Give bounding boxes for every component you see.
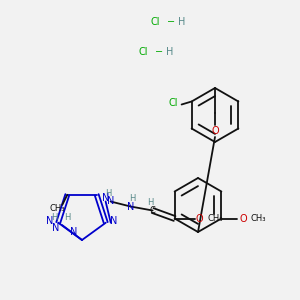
Text: N: N bbox=[70, 227, 78, 237]
Text: N: N bbox=[110, 216, 118, 226]
Text: CH₃: CH₃ bbox=[250, 214, 266, 223]
Text: H: H bbox=[147, 198, 154, 207]
Text: N: N bbox=[52, 223, 60, 233]
Text: H: H bbox=[105, 189, 112, 198]
Text: H: H bbox=[64, 212, 70, 221]
Text: H: H bbox=[129, 194, 136, 203]
Text: N: N bbox=[127, 202, 134, 212]
Text: O: O bbox=[240, 214, 247, 224]
Text: C: C bbox=[150, 206, 156, 215]
Text: H: H bbox=[178, 17, 186, 27]
Text: O: O bbox=[196, 214, 203, 224]
Text: N: N bbox=[107, 196, 114, 206]
Text: O: O bbox=[211, 126, 219, 136]
Text: H: H bbox=[166, 47, 174, 57]
Text: N: N bbox=[102, 193, 110, 203]
Text: CH₃: CH₃ bbox=[50, 204, 65, 213]
Text: N: N bbox=[46, 216, 53, 226]
Text: H: H bbox=[51, 212, 57, 221]
Text: CH₃: CH₃ bbox=[208, 214, 224, 223]
Text: Cl: Cl bbox=[138, 47, 148, 57]
Text: Cl: Cl bbox=[169, 98, 178, 109]
Text: Cl: Cl bbox=[150, 17, 160, 27]
Text: −: − bbox=[167, 17, 175, 27]
Text: −: − bbox=[155, 47, 163, 57]
